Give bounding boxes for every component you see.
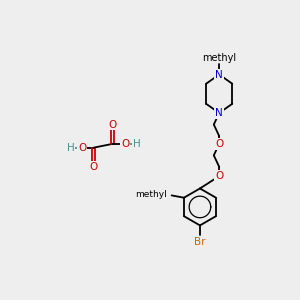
Text: N: N [215,70,223,80]
Text: O: O [121,139,129,149]
Text: methyl: methyl [202,52,236,63]
Text: O: O [90,162,98,172]
Text: methyl: methyl [135,190,167,199]
Text: H: H [67,143,74,153]
Text: O: O [78,143,86,153]
Text: N: N [215,108,223,118]
Text: O: O [109,119,117,130]
Text: H: H [133,139,141,149]
Text: O: O [215,139,223,149]
Text: Br: Br [194,237,206,247]
Text: O: O [215,171,223,181]
